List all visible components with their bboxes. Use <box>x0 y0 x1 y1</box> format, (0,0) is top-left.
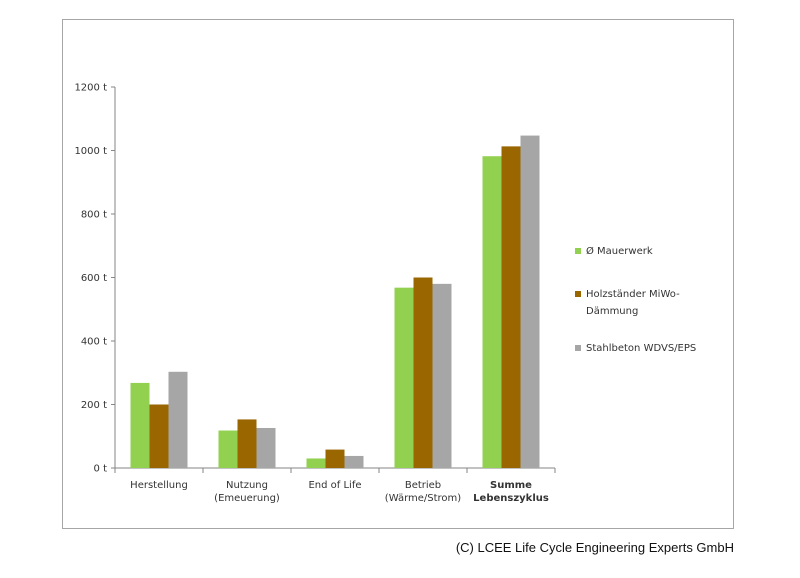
bar <box>256 427 276 468</box>
bar <box>237 419 257 468</box>
x-category-label: Herstellung <box>130 480 188 491</box>
bar <box>520 135 540 468</box>
bar <box>482 156 502 468</box>
bar <box>218 430 238 468</box>
bar <box>344 455 364 468</box>
bar-chart: 0 t 200 t 400 t 600 t 800 t 1000 t 1200 t Herst… <box>74 83 696 505</box>
x-category-label: Lebenszyklus <box>473 493 549 504</box>
y-tick-label: 200 t <box>81 400 107 411</box>
bar <box>168 371 188 468</box>
bar <box>149 404 169 468</box>
legend-swatch <box>575 345 581 351</box>
y-tick-label: 600 t <box>81 273 107 284</box>
y-tick-label: 400 t <box>81 337 107 348</box>
x-category-label: Betrieb <box>405 480 441 491</box>
legend-label: Ø Mauerwerk <box>586 245 653 257</box>
x-category-label: End of Life <box>308 480 361 491</box>
bar <box>325 449 345 468</box>
copyright-notice: (C) LCEE Life Cycle Engineering Experts … <box>455 540 734 555</box>
legend-swatch <box>575 291 581 297</box>
y-tick-label: 800 t <box>81 210 107 221</box>
legend-swatch <box>575 248 581 254</box>
y-tick-label: 1200 t <box>74 83 107 94</box>
y-tick-label: 0 t <box>94 464 108 475</box>
bar <box>432 283 452 468</box>
chart-frame: 0 t 200 t 400 t 600 t 800 t 1000 t 1200 t Herst… <box>62 19 734 529</box>
legend-label: Holzständer MiWo- <box>586 289 680 300</box>
bar <box>306 458 326 468</box>
y-tick-label: 1000 t <box>74 146 107 157</box>
x-category-label: (Wärme/Strom) <box>385 493 461 504</box>
x-category-label: (Emeuerung) <box>214 493 280 504</box>
bar <box>394 287 414 468</box>
bar <box>501 146 521 468</box>
legend-label: Dämmung <box>586 306 638 317</box>
bar <box>130 382 150 468</box>
x-category-label: Nutzung <box>226 480 268 491</box>
legend-label: Stahlbeton WDVS/EPS <box>586 343 696 354</box>
x-category-label: Summe <box>490 480 532 491</box>
bar <box>413 277 433 468</box>
